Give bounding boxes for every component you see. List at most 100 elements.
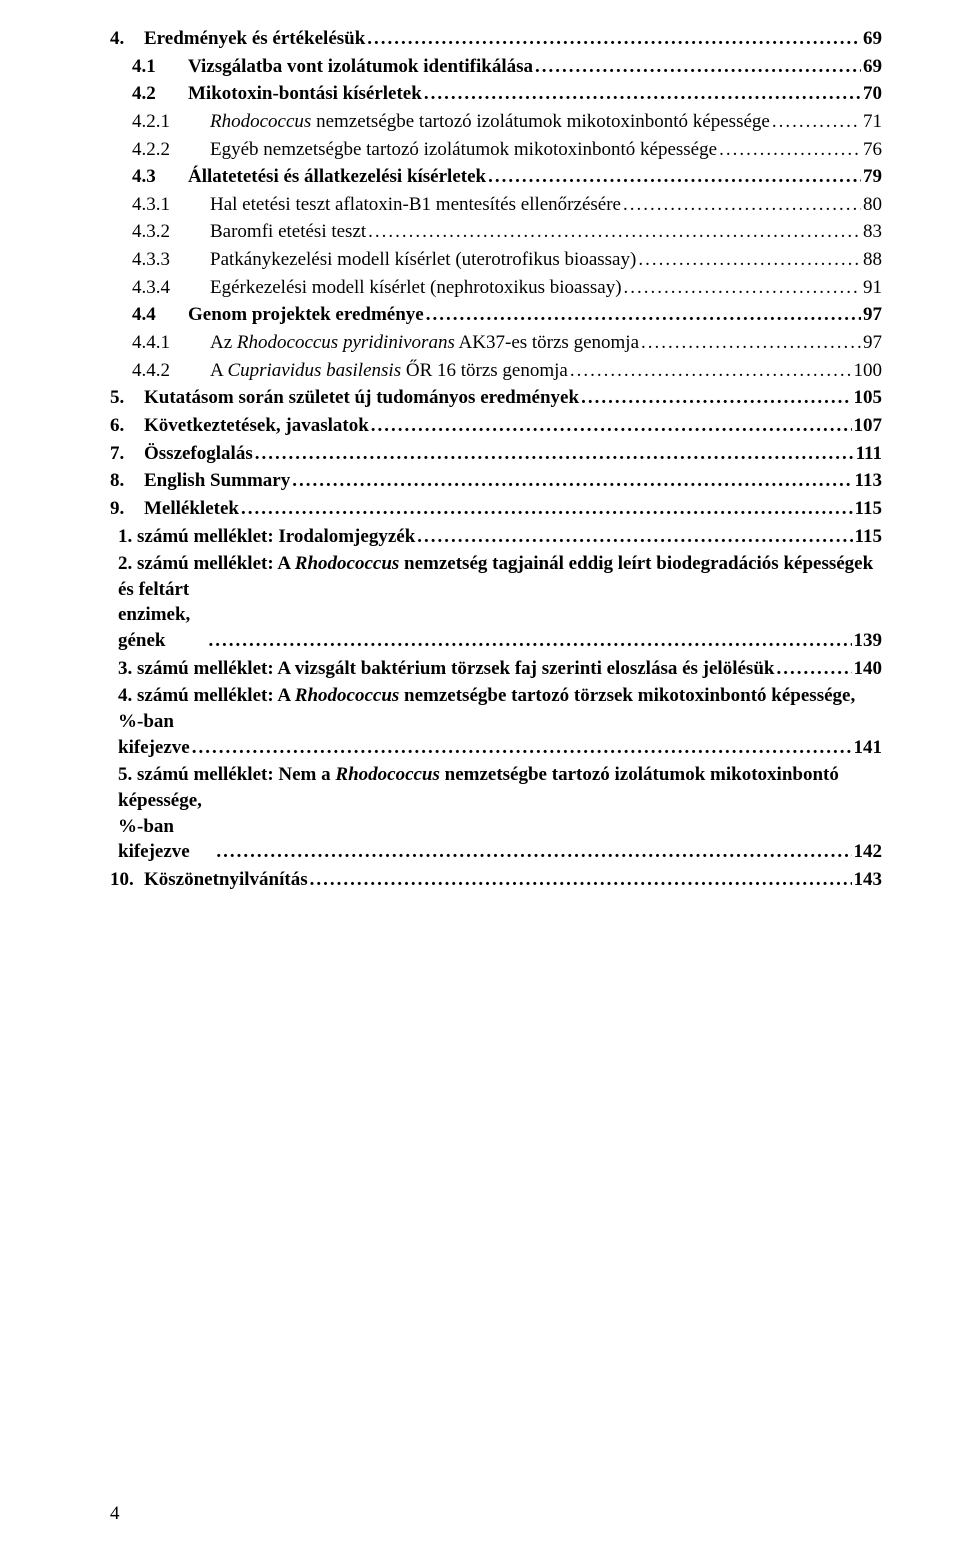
toc-label: Hal etetési teszt aflatoxin-B1 mentesíté… — [210, 192, 621, 218]
toc-leader-dots — [417, 524, 852, 550]
toc-label: 3. számú melléklet: A vizsgált baktérium… — [118, 656, 774, 682]
toc-number: 4.2.1 — [132, 109, 210, 135]
toc-entry: 4.2.2Egyéb nemzetségbe tartozó izolátumo… — [110, 137, 882, 163]
toc-number: 4.3.3 — [132, 247, 210, 273]
toc-leader-dots — [310, 867, 852, 893]
toc-leader-dots — [255, 441, 854, 467]
toc-entry: 7.Összefoglalás 111 — [110, 441, 882, 467]
toc-entry: 4.2.1Rhodococcus nemzetségbe tartozó izo… — [110, 109, 882, 135]
toc-label: A Cupriavidus basilensis ŐR 16 törzs gen… — [210, 358, 568, 384]
toc-leader-dots — [581, 385, 851, 411]
toc-page: 100 — [854, 358, 883, 384]
toc-entry: 4.3.2Baromfi etetési teszt 83 — [110, 219, 882, 245]
toc-number: 4.2 — [132, 81, 188, 107]
toc-label: Az Rhodococcus pyridinivorans AK37-es tö… — [210, 330, 639, 356]
toc-label: Kutatásom során születet új tudományos e… — [144, 385, 579, 411]
toc-label: Vizsgálatba vont izolátumok identifikálá… — [188, 54, 533, 80]
toc-number: 10. — [110, 867, 144, 893]
toc-label: Állatetetési és állatkezelési kísérletek — [188, 164, 486, 190]
toc-leader-dots — [292, 468, 852, 494]
toc-page: 115 — [855, 524, 882, 550]
toc-number: 6. — [110, 413, 144, 439]
toc-number: 4.2.2 — [132, 137, 210, 163]
toc-page: 139 — [854, 628, 883, 654]
toc-page: 142 — [854, 839, 883, 865]
toc-page: 141 — [854, 735, 883, 761]
toc-number: 4. — [110, 26, 144, 52]
toc-leader-dots — [368, 219, 861, 245]
toc-page: 70 — [863, 81, 882, 107]
toc-entry: 4.4.2A Cupriavidus basilensis ŐR 16 törz… — [110, 358, 882, 384]
toc-leader-dots — [623, 192, 861, 218]
toc-label-line1: 4. számú melléklet: A Rhodococcus nemzet… — [118, 683, 882, 709]
toc-leader-dots — [488, 164, 861, 190]
toc-leader-dots — [772, 109, 861, 135]
toc-page: 105 — [854, 385, 883, 411]
toc-entry: 4.4.1Az Rhodococcus pyridinivorans AK37-… — [110, 330, 882, 356]
toc-page: 140 — [854, 656, 883, 682]
toc-label-line2: %-ban kifejezve 141 — [118, 709, 882, 760]
toc-label: 1. számú melléklet: Irodalomjegyzék — [118, 524, 415, 550]
toc-entry: 4.1Vizsgálatba vont izolátumok identifik… — [110, 54, 882, 80]
toc-number: 4.4.1 — [132, 330, 210, 356]
toc-page: 115 — [855, 496, 882, 522]
toc-appendix-entry: 1. számú melléklet: Irodalomjegyzék 115 — [110, 524, 882, 550]
toc-label: Mikotoxin-bontási kísérletek — [188, 81, 422, 107]
toc-page: 91 — [863, 275, 882, 301]
toc-leader-dots — [192, 735, 852, 761]
toc-leader-dots — [638, 247, 861, 273]
toc-leader-dots — [776, 656, 851, 682]
toc-page: 69 — [863, 54, 882, 80]
toc-page: 107 — [854, 413, 883, 439]
toc-leader-dots — [641, 330, 861, 356]
toc-label: Rhodococcus nemzetségbe tartozó izolátum… — [210, 109, 770, 135]
toc-label: Baromfi etetési teszt — [210, 219, 366, 245]
toc-leader-dots — [719, 137, 861, 163]
toc-number: 4.3.1 — [132, 192, 210, 218]
toc-number: 8. — [110, 468, 144, 494]
toc-appendix-entry: 5. számú melléklet: Nem a Rhodococcus ne… — [110, 762, 882, 865]
toc-number: 4.1 — [132, 54, 188, 80]
toc-page: 88 — [863, 247, 882, 273]
toc-page: 143 — [854, 867, 883, 893]
toc-leader-dots — [624, 275, 861, 301]
toc-leader-dots — [216, 839, 851, 865]
toc-leader-dots — [535, 54, 861, 80]
toc-number: 4.3 — [132, 164, 188, 190]
toc-appendix-entry: 4. számú melléklet: A Rhodococcus nemzet… — [110, 683, 882, 760]
toc-leader-dots — [426, 302, 861, 328]
toc-leader-dots — [424, 81, 861, 107]
toc-number: 4.4.2 — [132, 358, 210, 384]
toc-entry: 4.2Mikotoxin-bontási kísérletek 70 — [110, 81, 882, 107]
toc-label: Egérkezelési modell kísérlet (nephrotoxi… — [210, 275, 622, 301]
toc-leader-dots — [570, 358, 852, 384]
toc-label: Következtetések, javaslatok — [144, 413, 369, 439]
toc-label-line2: és feltárt enzimek, gének 139 — [118, 577, 882, 654]
toc-number: 4.3.2 — [132, 219, 210, 245]
toc-entry: 4.3.3Patkánykezelési modell kísérlet (ut… — [110, 247, 882, 273]
toc-label: Eredmények és értékelésük — [144, 26, 365, 52]
toc-page: 79 — [863, 164, 882, 190]
toc-label: English Summary — [144, 468, 290, 494]
toc-entry: 4.Eredmények és értékelésük 69 — [110, 26, 882, 52]
toc-entry: 4.3.1Hal etetési teszt aflatoxin-B1 ment… — [110, 192, 882, 218]
toc-page: 76 — [863, 137, 882, 163]
toc-label-line1: 5. számú melléklet: Nem a Rhodococcus ne… — [118, 762, 882, 788]
toc-number: 5. — [110, 385, 144, 411]
toc-page: 80 — [863, 192, 882, 218]
toc-label: Mellékletek — [144, 496, 239, 522]
toc-page: 83 — [863, 219, 882, 245]
toc-number: 7. — [110, 441, 144, 467]
toc-label: Egyéb nemzetségbe tartozó izolátumok mik… — [210, 137, 717, 163]
toc-entry: 10.Köszönetnyilvánítás 143 — [110, 867, 882, 893]
toc-number: 4.3.4 — [132, 275, 210, 301]
toc-number: 9. — [110, 496, 144, 522]
toc-page: 111 — [856, 441, 882, 467]
toc-entry: 9.Mellékletek 115 — [110, 496, 882, 522]
toc-page: 71 — [863, 109, 882, 135]
toc-label-line2: képessége, %-ban kifejezve 142 — [118, 788, 882, 865]
toc-label-line1: 2. számú melléklet: A Rhodococcus nemzet… — [118, 551, 882, 577]
toc-leader-dots — [208, 628, 851, 654]
toc-leader-dots — [367, 26, 861, 52]
toc-appendix-entry: 3. számú melléklet: A vizsgált baktérium… — [110, 656, 882, 682]
